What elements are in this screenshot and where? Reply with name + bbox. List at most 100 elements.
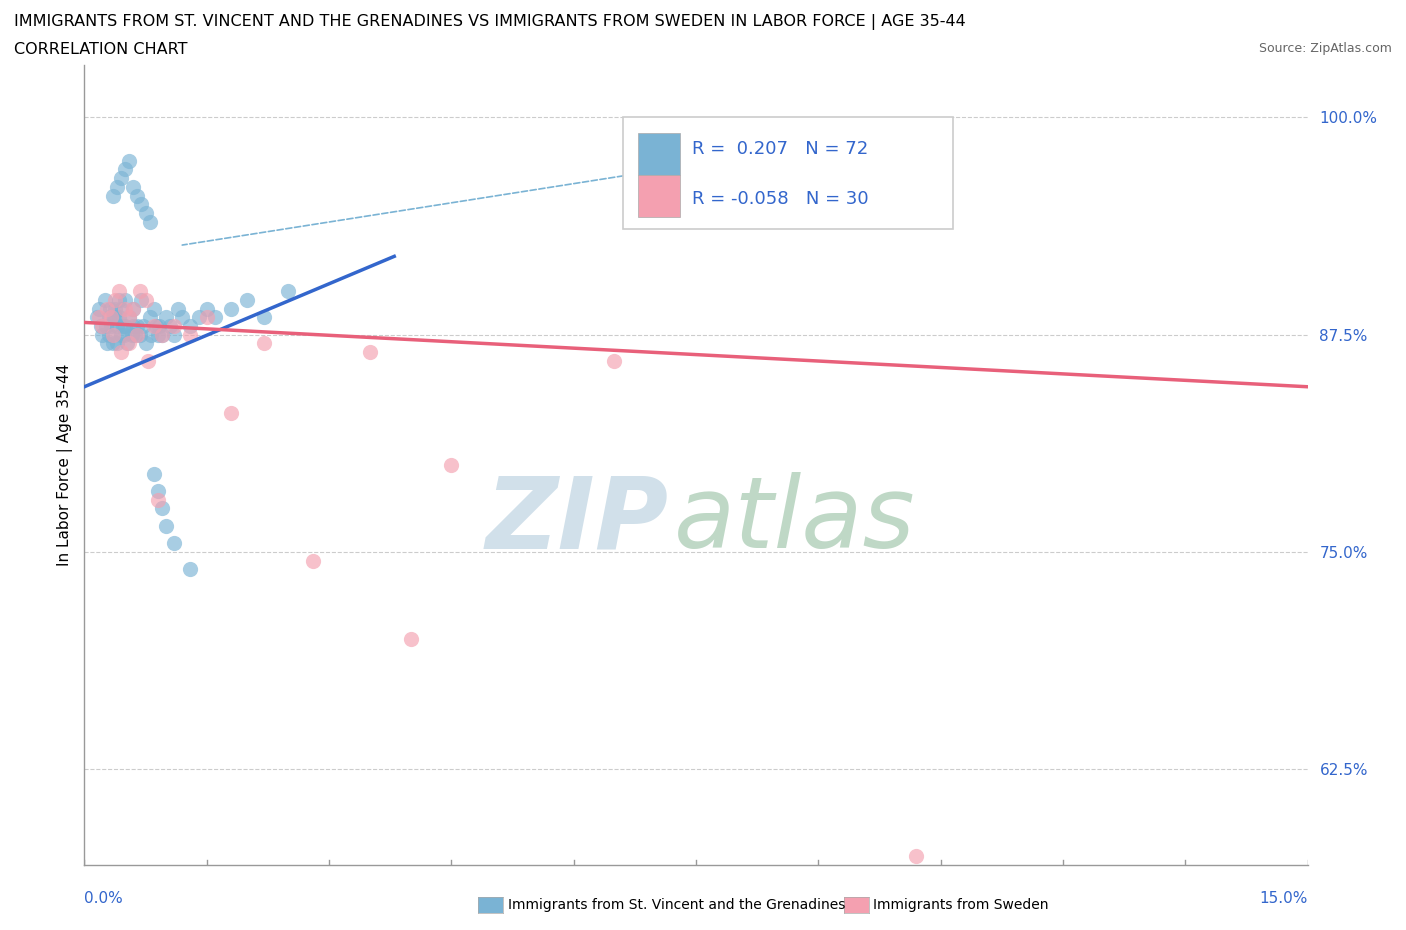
Point [146,484,169,498]
Point [118,310,141,325]
Point [150,501,173,516]
Point [155,518,177,533]
Point [114,301,136,316]
Point [131,197,153,212]
Point [91,318,114,333]
Point [905,849,928,864]
Point [103,301,125,316]
Point [253,336,276,351]
Point [105,318,128,333]
Point [142,466,165,481]
Point [105,336,128,351]
Point [135,336,157,351]
Point [90,318,112,333]
Point [122,301,145,316]
Point [122,179,145,194]
Point [101,188,124,203]
Point [128,284,150,299]
Point [146,492,169,507]
Point [142,301,165,316]
Point [96,318,118,333]
Point [118,336,141,351]
Point [135,292,157,307]
Text: R = -0.058   N = 30: R = -0.058 N = 30 [692,190,869,207]
Point [150,327,173,342]
Point [399,631,422,646]
Point [359,344,381,359]
Point [104,310,127,325]
Point [277,284,299,299]
Point [141,327,163,342]
Point [87,310,110,325]
Point [127,327,149,342]
Point [105,179,128,194]
Point [124,327,146,342]
Point [132,318,155,333]
Point [100,318,122,333]
Point [135,206,157,220]
Point [136,353,159,368]
Point [118,153,141,168]
Point [167,301,190,316]
Point [163,327,186,342]
Point [142,318,165,333]
Point [204,310,226,325]
Point [138,310,160,325]
Point [114,292,136,307]
Point [110,171,132,186]
Point [114,162,136,177]
Point [91,327,114,342]
Point [96,336,118,351]
Point [301,553,323,568]
Point [145,318,167,333]
Text: atlas: atlas [673,472,915,569]
Point [101,336,124,351]
Point [96,301,118,316]
Point [219,301,242,316]
Text: ZIP: ZIP [486,472,669,569]
Point [122,318,145,333]
Point [172,310,194,325]
Point [122,301,145,316]
Point [150,327,173,342]
Y-axis label: In Labor Force | Age 35-44: In Labor Force | Age 35-44 [58,364,73,566]
Point [100,310,122,325]
Point [603,353,626,368]
Point [108,310,131,325]
Point [112,327,135,342]
Point [253,310,276,325]
Point [236,292,259,307]
FancyBboxPatch shape [638,133,681,175]
Point [195,301,218,316]
Point [179,318,201,333]
Point [146,327,169,342]
Point [111,318,134,333]
Point [104,292,127,307]
Point [118,310,141,325]
Point [159,318,181,333]
Point [179,562,201,577]
Point [114,318,136,333]
Point [187,310,209,325]
Text: Source: ZipAtlas.com: Source: ZipAtlas.com [1258,42,1392,55]
Point [128,327,150,342]
Point [100,301,122,316]
Point [86,310,108,325]
FancyBboxPatch shape [638,176,681,217]
FancyBboxPatch shape [623,117,953,229]
Point [131,292,153,307]
Text: Immigrants from St. Vincent and the Grenadines: Immigrants from St. Vincent and the Gren… [508,897,845,912]
Text: IMMIGRANTS FROM ST. VINCENT AND THE GRENADINES VS IMMIGRANTS FROM SWEDEN IN LABO: IMMIGRANTS FROM ST. VINCENT AND THE GREN… [14,14,966,30]
Point [163,536,186,551]
Point [163,318,186,333]
Point [87,301,110,316]
Point [97,327,120,342]
Text: 15.0%: 15.0% [1260,891,1308,906]
Point [219,405,242,420]
Point [107,292,129,307]
Point [110,327,132,342]
Text: Immigrants from Sweden: Immigrants from Sweden [873,897,1049,912]
Point [108,284,131,299]
Point [127,318,149,333]
Point [101,310,124,325]
